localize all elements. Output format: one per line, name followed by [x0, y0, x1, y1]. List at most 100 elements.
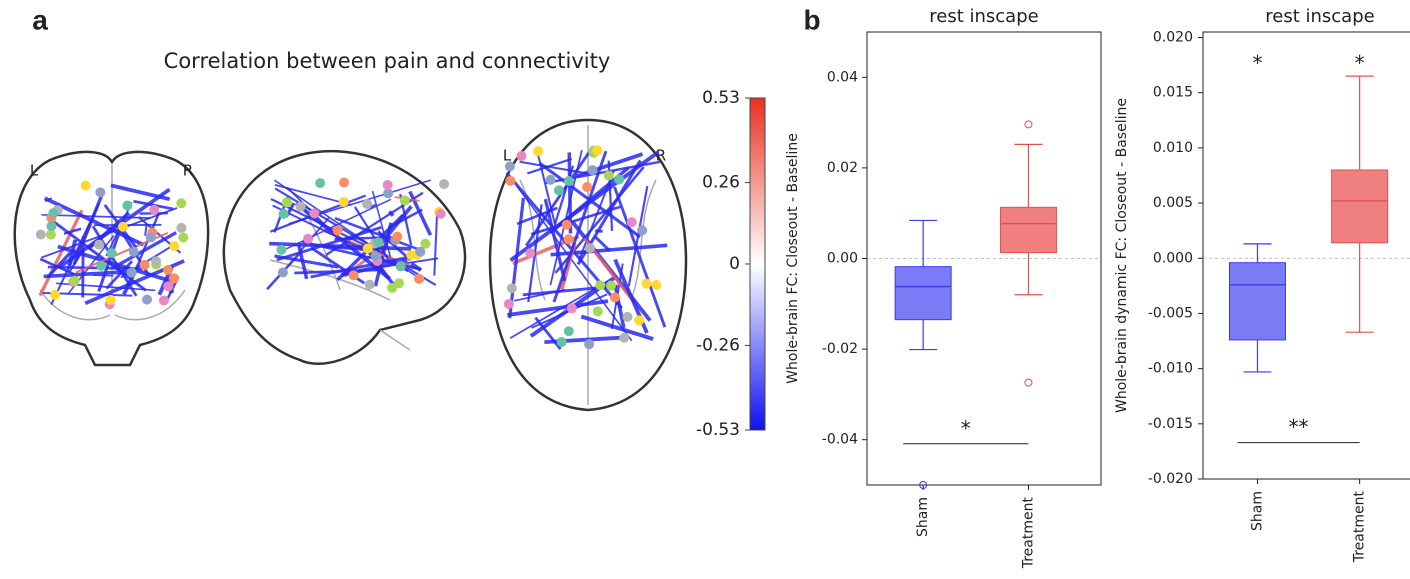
connection — [536, 151, 557, 229]
view-label: R — [656, 147, 666, 165]
node — [626, 217, 637, 228]
y-tick-label: 0.04 — [827, 69, 858, 85]
node — [46, 221, 57, 232]
node — [582, 182, 593, 193]
node — [622, 311, 633, 322]
connection — [567, 152, 573, 234]
node — [603, 170, 614, 181]
x-tick-label: Treatment — [1020, 497, 1036, 570]
y-tick-label: 0.005 — [1153, 195, 1193, 211]
connection — [613, 186, 667, 328]
node — [96, 260, 107, 271]
connection — [144, 225, 148, 236]
node — [503, 299, 514, 310]
y-tick-label: -0.005 — [1148, 305, 1193, 321]
connection — [112, 231, 178, 270]
x-tick-label: Treatment — [1352, 491, 1368, 564]
node — [95, 187, 106, 198]
node — [169, 241, 180, 252]
connection — [408, 190, 433, 236]
node — [584, 339, 595, 350]
node — [382, 180, 393, 191]
node — [563, 326, 574, 337]
node — [566, 303, 577, 314]
connection — [527, 157, 573, 175]
node — [158, 295, 169, 306]
connection — [580, 314, 654, 341]
node — [637, 225, 648, 236]
connection — [72, 193, 104, 265]
node — [106, 248, 117, 259]
connection — [433, 210, 439, 276]
node — [276, 244, 287, 255]
node — [50, 289, 61, 300]
node — [545, 174, 556, 185]
node — [122, 200, 133, 211]
view-label: R — [183, 162, 193, 180]
view-label: L — [30, 162, 39, 180]
node — [505, 175, 516, 186]
node — [420, 238, 431, 249]
node — [126, 267, 137, 278]
y-tick-label: 0.020 — [1153, 30, 1193, 46]
node — [315, 178, 326, 189]
connection — [105, 260, 134, 290]
chart-title: Correlation between pain and connectivit… — [164, 49, 611, 73]
node — [556, 337, 567, 348]
node — [383, 188, 394, 199]
node — [309, 208, 320, 219]
connection — [46, 251, 72, 279]
colorbar-tick-label: -0.53 — [696, 420, 740, 440]
connection — [63, 227, 82, 235]
view-label: L — [503, 147, 512, 165]
node — [370, 251, 381, 262]
connection — [552, 150, 608, 303]
connection — [43, 270, 128, 279]
chart-title: rest inscape — [1265, 6, 1374, 27]
connection — [507, 299, 609, 317]
connection — [334, 217, 423, 253]
node — [395, 261, 406, 272]
node — [295, 201, 306, 212]
node — [414, 273, 425, 284]
significance-label: * — [1252, 51, 1262, 75]
node — [533, 146, 544, 157]
colorbar-tick-label: -0.26 — [696, 335, 740, 355]
connection — [576, 152, 644, 178]
plot-area — [1202, 31, 1410, 480]
node — [48, 208, 59, 219]
node — [139, 259, 150, 270]
node — [393, 278, 404, 289]
node — [435, 208, 446, 219]
x-tick-label: Sham — [915, 497, 931, 537]
significance-label: * — [961, 416, 971, 440]
node — [348, 270, 359, 281]
node — [415, 246, 426, 257]
node — [149, 204, 160, 215]
node — [332, 225, 343, 236]
node — [277, 267, 288, 278]
node — [145, 232, 156, 243]
panel-label: a — [32, 4, 48, 35]
node — [592, 145, 603, 156]
node — [281, 197, 292, 208]
colorbar — [749, 97, 766, 431]
y-tick-label: -0.04 — [822, 432, 858, 448]
node — [553, 185, 564, 196]
node — [339, 177, 350, 188]
box — [999, 206, 1057, 254]
y-tick-label: 0.015 — [1153, 85, 1193, 101]
significance-label: ** — [1289, 415, 1309, 439]
node — [128, 246, 139, 257]
node — [563, 234, 574, 245]
connection — [353, 206, 393, 266]
node — [142, 294, 153, 305]
box — [1228, 262, 1286, 341]
significance-label: * — [1355, 51, 1365, 75]
node — [163, 281, 174, 292]
y-tick-label: -0.010 — [1148, 361, 1193, 377]
node — [392, 231, 403, 242]
node — [178, 232, 189, 243]
connection — [321, 244, 369, 252]
